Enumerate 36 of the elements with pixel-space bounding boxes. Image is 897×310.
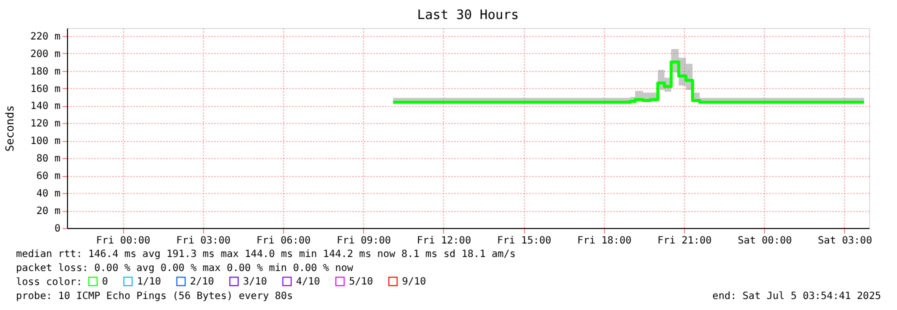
x-tick-label: Sat 03:00 — [818, 236, 872, 246]
x-tick-label: Fri 12:00 — [416, 236, 472, 246]
y-tick-label: 20 m — [36, 206, 60, 218]
y-tick-label: 160 m — [30, 84, 60, 95]
legend-title: loss color: — [16, 277, 82, 288]
text: end: Sat Jul 5 03:54:41 2025 — [712, 291, 881, 302]
x-tick-label: Fri 00:00 — [96, 236, 150, 246]
legend-label: 5/10 — [349, 276, 374, 288]
x-tick-label: Fri 06:00 — [256, 236, 311, 246]
text: packet loss: 0.00 % avg 0.00 % max 0.00 % min 0.00 % now — [16, 263, 354, 274]
y-tick-label: 180 m — [30, 66, 60, 78]
y-tick-label: 140 m — [30, 101, 60, 112]
legend-label: 1/10 — [137, 276, 162, 288]
y-tick-label: 0 — [54, 224, 60, 234]
x-tick-label: Fri 09:00 — [336, 236, 391, 246]
x-tick-label: Fri 15:00 — [497, 236, 552, 246]
legend-label: 2/10 — [190, 276, 214, 288]
legend-label: 4/10 — [296, 276, 320, 288]
x-tick-label: Sat 00:00 — [738, 236, 792, 246]
chart-title: Last 30 Hours — [417, 8, 519, 23]
y-tick-label: 120 m — [30, 118, 60, 130]
text: probe: 10 ICMP Echo Pings (56 Bytes) every 80s — [16, 291, 293, 302]
y-axis-title: Seconds — [4, 105, 16, 152]
legend-label: 0 — [102, 276, 108, 288]
y-tick-label: 100 m — [30, 136, 60, 148]
legend-label: 3/10 — [243, 276, 268, 288]
y-tick-label: 60 m — [36, 171, 60, 182]
x-tick-label: Fri 03:00 — [176, 236, 230, 246]
x-tick-label: Fri 18:00 — [577, 236, 632, 246]
text: median rtt: 146.4 ms avg 191.3 ms max 144.0 ms min 144.2 ms now 8.1 ms sd 18.1 am/s — [16, 249, 516, 260]
x-tick-label: Fri 21:00 — [658, 236, 712, 246]
y-tick-label: 200 m — [30, 48, 60, 60]
y-tick-label: 80 m — [36, 154, 60, 165]
y-tick-label: 220 m — [30, 31, 60, 42]
y-tick-label: 40 m — [36, 188, 60, 200]
legend-label: 9/10 — [402, 276, 426, 288]
